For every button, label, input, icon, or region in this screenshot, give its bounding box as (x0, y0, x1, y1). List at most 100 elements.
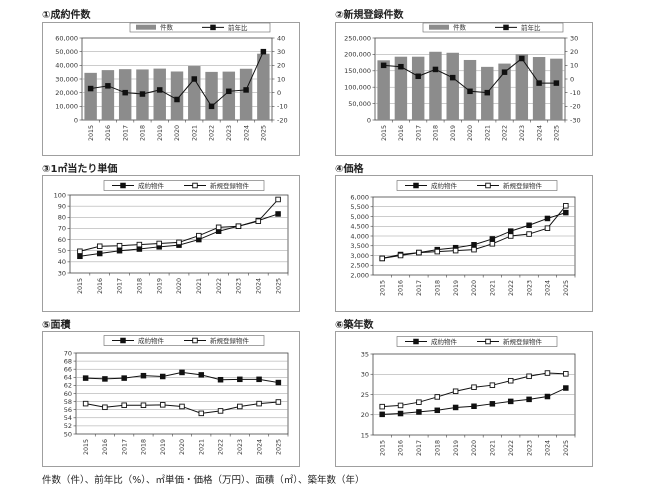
c2-point (398, 63, 404, 70)
c3-series-2-point (77, 248, 83, 255)
c4-ytick-label: 5,500 (350, 203, 369, 211)
c5-series-2-point (121, 402, 127, 408)
c1-ytick-label: 60,000 (55, 34, 78, 42)
c5-series-2-point (82, 400, 89, 407)
c3-xtick-label: 2015 (77, 278, 84, 294)
c2-ytick-label: 200,000 (344, 51, 371, 59)
c6-series-2-point (489, 382, 496, 388)
c1-xtick-label: 2021 (191, 125, 198, 141)
c3-series-1-point (136, 246, 143, 252)
c1-legend-line-label: 前年比 (228, 23, 248, 32)
c5-series-2-point (198, 410, 205, 417)
c3-xtick-label: 2024 (255, 278, 262, 294)
c1-xtick-label: 2023 (226, 125, 233, 141)
c2-y2tick-label: -30 (570, 116, 581, 124)
c5-series-1-point (256, 376, 262, 383)
c1-point (87, 85, 94, 92)
c3-series-2-point (196, 232, 202, 239)
c5-ytick-label: 58 (64, 398, 72, 406)
c3-ytick-label: 70 (58, 225, 66, 233)
c3-series-1-point (116, 247, 123, 254)
c4-series-1-point (563, 209, 569, 216)
c3-xtick-label: 2017 (117, 278, 124, 294)
c2-bar (394, 56, 408, 120)
c6-series-1-point (434, 407, 441, 414)
c5-xtick-label: 2015 (83, 439, 90, 455)
c2-xtick-label: 2015 (381, 125, 388, 141)
c2-point (380, 62, 387, 69)
c5-xtick-label: 2022 (218, 439, 225, 455)
c2-y2tick-label: 20 (570, 48, 578, 56)
c6-legend-s1-marker (413, 338, 419, 345)
c6-legend-s2-label: 新規登録物件 (503, 337, 543, 346)
c3-legend-s2-label: 新規登録物件 (210, 181, 250, 190)
c5-ytick-label: 50 (64, 430, 72, 438)
c2-point (415, 73, 421, 80)
c4-ytick-label: 2,500 (350, 262, 369, 270)
c3-xtick-label: 2016 (97, 278, 104, 294)
c1-ytick-label: 0 (74, 116, 78, 124)
c3-series-1-point (77, 253, 83, 260)
chart-new-listings-count: 250,000200,000150,000100,00050,000030201… (335, 22, 593, 156)
c6-xtick-label: 2023 (526, 440, 533, 456)
c3-series-2-point (215, 224, 222, 231)
c5-series-1-point (198, 372, 205, 378)
c4-series-2-point (471, 246, 477, 253)
c5-ytick-label: 52 (64, 422, 72, 430)
c6-series-1-point (452, 404, 459, 411)
c2-bar (532, 57, 546, 120)
c2-xtick-label: 2024 (536, 125, 543, 141)
c6-series-1-point (416, 409, 422, 415)
c6-ytick-label: 35 (361, 350, 369, 358)
c1-point (139, 91, 146, 97)
c1-point (260, 48, 267, 55)
c6-series-2-point (526, 373, 532, 380)
c5-series-2-point (275, 399, 282, 405)
c2-bar (550, 58, 563, 120)
c4-series-2-point (563, 203, 569, 209)
c4-legend-s1-label: 成約物件 (431, 181, 458, 190)
c5-ytick-label: 54 (64, 414, 72, 422)
c2-xtick-label: 2021 (484, 125, 491, 141)
c2-point (449, 74, 456, 81)
c3-ytick-label: 80 (58, 214, 66, 222)
c1-legend-bar-label: 件数 (160, 23, 174, 32)
c3-ytick-label: 50 (58, 247, 66, 255)
c3-xtick-label: 2022 (216, 278, 223, 294)
c2-legend-line-label: 前年比 (521, 23, 541, 32)
c3-series-2-point (136, 241, 143, 248)
c6-xtick-label: 2018 (434, 440, 441, 456)
chart-title-2: ②新規登録件数 (335, 10, 404, 21)
c2-xtick-label: 2023 (519, 125, 526, 141)
c5-series-2-point (159, 402, 166, 408)
c2-ytick-label: 100,000 (344, 84, 371, 92)
c6-series-2-point (434, 394, 441, 400)
c5-ytick-label: 66 (64, 366, 72, 374)
c1-y2tick-label: 30 (277, 48, 285, 56)
c6-xtick-label: 2019 (453, 440, 460, 456)
c2-point (484, 89, 491, 96)
c1-bar (101, 70, 115, 120)
c3-legend-s1-label: 成約物件 (138, 181, 165, 190)
c4-ytick-label: 2,000 (350, 271, 369, 279)
c2-xtick-label: 2019 (450, 125, 457, 141)
c2-point (553, 80, 560, 86)
c5-series-2-point (179, 403, 185, 410)
c5-series-1-point (275, 379, 282, 386)
c2-y2tick-label: -20 (570, 103, 581, 111)
c4-series-2-point (544, 225, 551, 231)
c4-series-2-point (452, 247, 459, 254)
c3-xtick-label: 2025 (275, 278, 282, 294)
chart-title-1: ①成約件数 (42, 10, 91, 21)
c2-ytick-label: 0 (367, 116, 371, 124)
c1-xtick-label: 2022 (209, 125, 216, 141)
c1-bar (222, 71, 236, 120)
c3-series-2-point (176, 239, 182, 246)
c4-xtick-label: 2022 (508, 280, 515, 296)
c1-point (105, 83, 111, 89)
c2-legend-line-marker (503, 24, 509, 31)
c4-xtick-label: 2015 (379, 280, 386, 296)
c3-xtick-label: 2020 (176, 278, 183, 294)
c1-y2tick-label: -20 (277, 116, 288, 124)
c2-xtick-label: 2016 (398, 125, 405, 141)
